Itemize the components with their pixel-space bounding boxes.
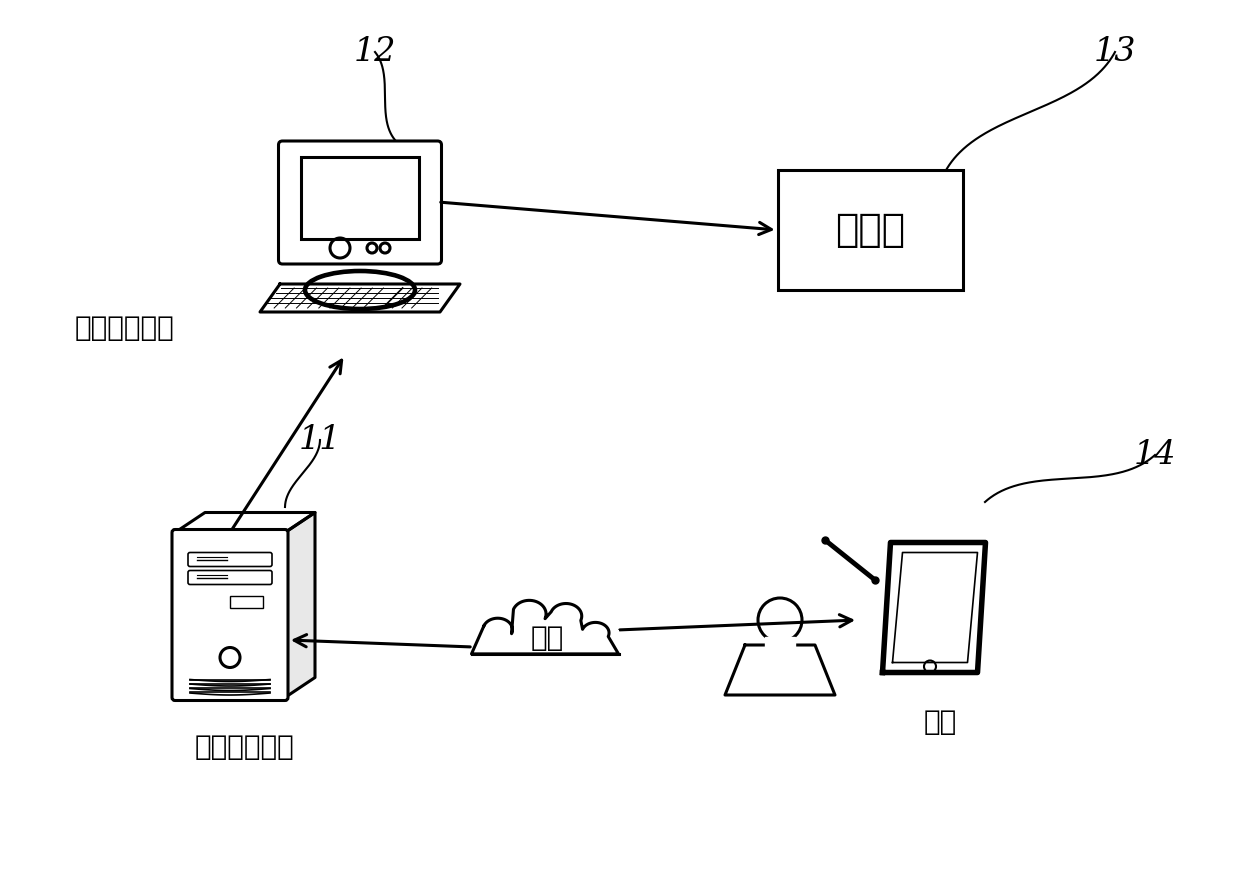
Polygon shape	[765, 637, 795, 648]
Text: 13: 13	[1094, 36, 1136, 68]
Text: 浆纱机: 浆纱机	[835, 211, 905, 249]
Text: 11: 11	[299, 424, 341, 456]
Ellipse shape	[551, 604, 582, 629]
Ellipse shape	[582, 623, 609, 643]
Polygon shape	[883, 542, 986, 673]
Ellipse shape	[484, 618, 512, 641]
Polygon shape	[893, 553, 977, 662]
FancyBboxPatch shape	[229, 596, 263, 607]
Text: 网络: 网络	[531, 624, 564, 652]
Polygon shape	[471, 600, 619, 653]
Polygon shape	[725, 645, 835, 695]
Text: 终端: 终端	[924, 708, 956, 736]
FancyBboxPatch shape	[471, 630, 619, 653]
FancyBboxPatch shape	[188, 570, 272, 584]
Text: 14: 14	[1133, 439, 1177, 471]
Text: 数据库服务器: 数据库服务器	[195, 733, 295, 761]
FancyBboxPatch shape	[188, 553, 272, 567]
Polygon shape	[285, 512, 315, 697]
Text: 浆纱机控制器: 浆纱机控制器	[74, 314, 175, 342]
FancyBboxPatch shape	[777, 170, 962, 290]
Polygon shape	[260, 284, 460, 312]
FancyBboxPatch shape	[172, 529, 288, 701]
Text: 12: 12	[353, 36, 397, 68]
Ellipse shape	[512, 600, 546, 627]
FancyBboxPatch shape	[279, 141, 441, 264]
Polygon shape	[175, 512, 315, 533]
Ellipse shape	[305, 271, 415, 309]
FancyBboxPatch shape	[301, 157, 419, 239]
